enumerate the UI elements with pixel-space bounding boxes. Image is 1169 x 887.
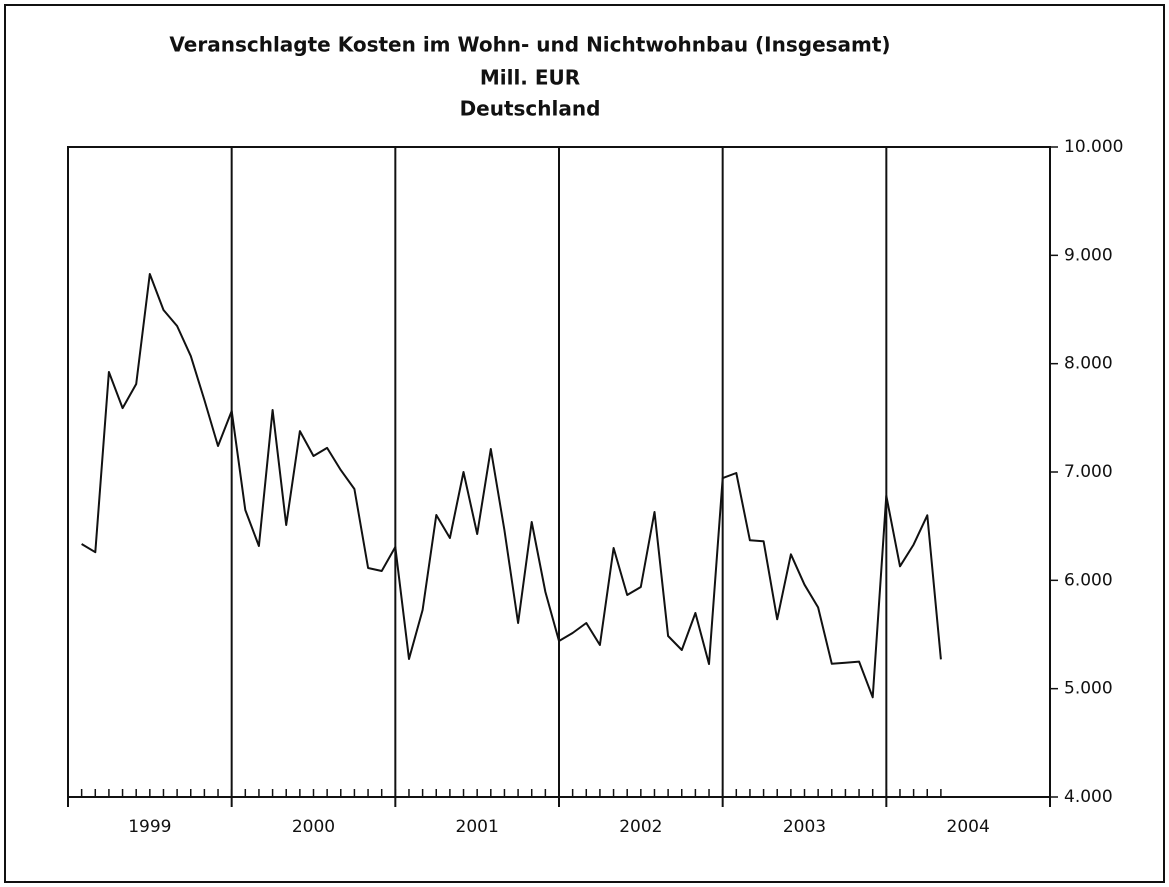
chart-title: Veranschlagte Kosten im Wohn- und Nichtw… (169, 33, 890, 57)
data-line (81, 273, 942, 699)
x-tick-label: 2002 (619, 817, 662, 837)
y-tick-label: 5.000 (1064, 679, 1113, 699)
y-tick-label: 10.000 (1064, 137, 1123, 157)
y-tick-label: 8.000 (1064, 354, 1113, 374)
x-tick-label: 2004 (947, 817, 990, 837)
x-tick-label: 2001 (456, 817, 499, 837)
chart-subtitle: Mill. EUR (480, 66, 580, 90)
y-tick-label: 4.000 (1064, 787, 1113, 807)
frame (4, 4, 1165, 883)
x-tick-label: 2003 (783, 817, 826, 837)
chart-region: Deutschland (460, 97, 601, 121)
x-tick-label: 1999 (128, 817, 171, 837)
y-tick-label: 6.000 (1064, 570, 1113, 590)
y-tick-label: 9.000 (1064, 245, 1113, 265)
y-tick-label: 7.000 (1064, 462, 1113, 482)
x-tick-label: 2000 (292, 817, 335, 837)
